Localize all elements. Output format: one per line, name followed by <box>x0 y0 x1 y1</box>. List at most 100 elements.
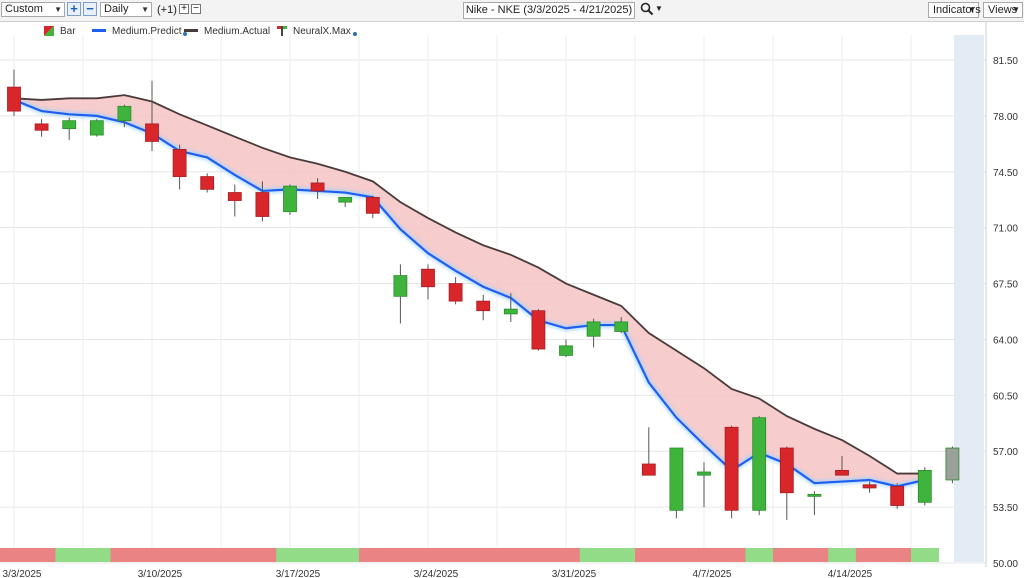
candle <box>255 181 270 222</box>
search-dropdown-icon[interactable]: ▼ <box>655 4 663 13</box>
candle <box>917 467 932 506</box>
signal-strip-segment <box>83 548 112 562</box>
indicators-label: Indicators <box>933 4 981 16</box>
candle-body <box>89 120 104 136</box>
candle-body <box>835 469 849 476</box>
search-button[interactable] <box>640 2 654 19</box>
signal-strip-segment <box>27 548 56 562</box>
candle <box>7 69 21 116</box>
candle <box>835 456 849 476</box>
signal-strip-segment <box>414 548 443 562</box>
legend-bar-label: Bar <box>60 25 76 37</box>
indicators-button[interactable]: Indicators ▼ <box>928 2 981 18</box>
y-tick-label: 50.00 <box>993 559 1018 570</box>
y-tick-label: 64.00 <box>993 335 1018 346</box>
candle-body <box>62 120 77 130</box>
interval-select-label: Daily <box>104 3 129 15</box>
views-button[interactable]: Views ▼ <box>983 2 1023 18</box>
candle-body <box>145 123 159 142</box>
candle-body <box>200 176 215 190</box>
candle-body <box>586 321 601 337</box>
candle <box>752 416 767 516</box>
candle <box>890 483 905 509</box>
x-tick-label: 3/24/2025 <box>414 569 459 578</box>
legend-neuralx-label: NeuralX.Max <box>293 25 351 37</box>
candle-body <box>117 105 132 122</box>
candle-body <box>476 300 491 312</box>
chevron-down-icon: ▼ <box>54 5 62 14</box>
y-tick-label: 78.00 <box>993 112 1018 123</box>
plus-icon: + <box>181 3 187 14</box>
zoom-out-button[interactable]: − <box>83 2 97 16</box>
candle <box>614 317 629 334</box>
views-label: Views <box>988 4 1018 16</box>
candle <box>641 427 656 476</box>
signal-strip-segment <box>0 548 29 562</box>
signal-strip-segment <box>110 548 139 562</box>
chevron-down-icon: ▼ <box>141 5 149 14</box>
candle <box>724 425 739 519</box>
x-tick-label: 4/7/2025 <box>693 569 732 578</box>
toolbar: Custom ▼ + − Daily ▼ (+1) + − Nike - NKE… <box>0 0 1024 22</box>
candle-body <box>807 493 822 497</box>
x-tick-label: 3/10/2025 <box>138 569 183 578</box>
minus-icon: − <box>193 3 199 14</box>
candle <box>807 491 822 516</box>
candle <box>365 195 380 219</box>
offset-minus-button[interactable]: − <box>191 4 201 14</box>
candle <box>338 196 353 207</box>
candle-body <box>559 345 573 356</box>
minus-icon: − <box>86 1 94 16</box>
candle-body <box>752 417 767 511</box>
signal-strip-segment <box>221 548 250 562</box>
forecast-band <box>954 35 984 562</box>
y-tick-label: 71.00 <box>993 224 1018 235</box>
y-tick-label: 60.50 <box>993 391 1018 402</box>
signal-strip-segment <box>303 548 332 562</box>
candle <box>34 119 49 137</box>
legend-neuralx-max[interactable]: NeuralX.Max <box>277 24 357 38</box>
candle-body <box>862 484 877 489</box>
legend-medium-predict[interactable]: Medium.Predict <box>92 24 188 38</box>
signal-strip-segment <box>607 548 636 562</box>
candle-body <box>890 485 905 506</box>
legend-dot-icon <box>352 32 357 36</box>
candle-body <box>393 275 408 297</box>
signal-strip-segment <box>331 548 360 562</box>
signal-strip-segment <box>386 548 415 562</box>
signal-strip-segment <box>138 548 167 562</box>
candle-body <box>531 310 546 350</box>
candle <box>531 309 546 351</box>
candle <box>421 264 435 300</box>
bar-swatch-icon <box>44 26 54 36</box>
signal-strip-segment <box>441 548 470 562</box>
y-tick-label: 67.50 <box>993 280 1018 291</box>
candle-body <box>779 447 794 494</box>
legend-predict-label: Medium.Predict <box>112 25 182 37</box>
interval-select[interactable]: Daily ▼ <box>100 2 152 17</box>
legend-medium-actual[interactable]: Medium.Actual <box>184 24 270 38</box>
signal-strip-segment <box>773 548 802 562</box>
legend-dot-icon <box>183 32 188 36</box>
symbol-title-box[interactable]: Nike - NKE (3/3/2025 - 4/21/2025) <box>463 2 635 19</box>
candle <box>62 117 77 140</box>
candle <box>586 318 601 348</box>
timeframe-select[interactable]: Custom ▼ <box>1 2 65 17</box>
symbol-title: Nike - NKE (3/3/2025 - 4/21/2025) <box>465 4 633 16</box>
candle-body <box>227 192 242 201</box>
x-tick-label: 3/3/2025 <box>3 569 42 578</box>
signal-strip-segment <box>800 548 829 562</box>
y-tick-label: 53.50 <box>993 503 1018 514</box>
candle <box>393 264 408 324</box>
signal-strip-segment <box>248 548 277 562</box>
predict-line-swatch-icon <box>92 29 106 32</box>
zoom-in-button[interactable]: + <box>67 2 81 16</box>
candle <box>945 446 960 484</box>
candle <box>89 119 104 137</box>
legend-bar[interactable]: Bar <box>44 24 76 38</box>
y-tick-label: 57.00 <box>993 447 1018 458</box>
timeframe-select-label: Custom <box>5 3 43 15</box>
candle <box>862 481 877 493</box>
offset-plus-button[interactable]: + <box>179 4 189 14</box>
